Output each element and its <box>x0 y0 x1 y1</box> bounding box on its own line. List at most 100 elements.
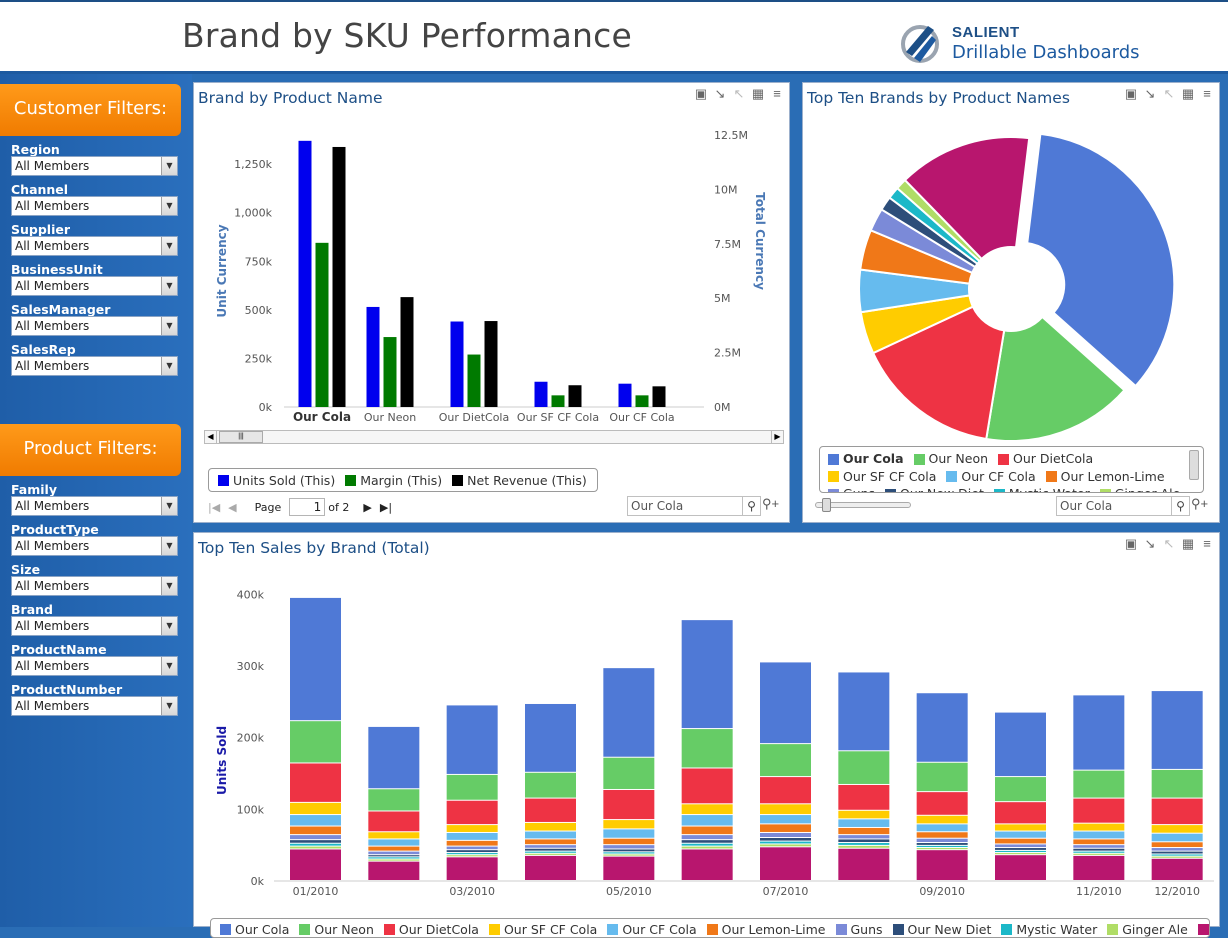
legend-item[interactable]: Margin (This) <box>345 473 442 488</box>
search-icon[interactable]: ⚲ <box>1171 497 1189 515</box>
stack-segment-our-cf-cola[interactable] <box>603 829 655 838</box>
stack-segment-our-lemon-lime[interactable] <box>603 838 655 845</box>
menu-icon[interactable]: ≡ <box>1203 86 1211 101</box>
drill-up-icon[interactable]: ↖ <box>1163 86 1175 101</box>
horizontal-scrollbar[interactable]: ◀ ||| ▶ <box>204 430 784 444</box>
stack-segment-guns[interactable] <box>995 844 1046 848</box>
stack-segment-our-dietcola[interactable] <box>838 784 890 810</box>
pie-slice-our-dietcola[interactable] <box>871 305 1006 441</box>
stack-segment-guns[interactable] <box>1151 848 1203 851</box>
scroll-left-icon[interactable]: ◀ <box>205 431 217 443</box>
stack-segment--other-[interactable] <box>603 856 655 880</box>
filter-select-productnumber[interactable]: All Members ▼ <box>11 696 178 716</box>
search-input[interactable]: Our Cola ⚲ <box>1056 496 1190 516</box>
stack-segment-our-lemon-lime[interactable] <box>838 827 890 835</box>
stack-segment-our-cf-cola[interactable] <box>1073 831 1125 839</box>
stack-segment-our-dietcola[interactable] <box>368 811 420 832</box>
chevron-down-icon[interactable]: ▼ <box>161 537 177 555</box>
stack-segment-guns[interactable] <box>681 835 733 840</box>
bar-units-sold-this-[interactable] <box>618 383 632 407</box>
stack-segment--other-[interactable] <box>290 849 341 880</box>
stack-segment-our-new-diet[interactable] <box>916 843 968 845</box>
last-page-icon[interactable]: ▶| <box>379 500 393 514</box>
stack-segment-our-neon[interactable] <box>603 757 655 789</box>
stack-segment-our-new-diet[interactable] <box>1073 848 1125 851</box>
chevron-down-icon[interactable]: ▼ <box>161 157 177 175</box>
stack-segment-our-cf-cola[interactable] <box>916 824 968 832</box>
stack-segment-mystic-water[interactable] <box>760 841 811 844</box>
stack-segment-our-new-diet[interactable] <box>446 850 498 853</box>
legend-item[interactable]: Guns <box>828 486 875 492</box>
stack-segment-our-neon[interactable] <box>290 721 341 763</box>
stack-segment--other-[interactable] <box>1151 858 1203 880</box>
grid-icon[interactable]: ▦ <box>1181 86 1195 101</box>
search-input[interactable]: Our Cola ⚲ <box>627 496 761 516</box>
stack-segment-our-neon[interactable] <box>525 772 576 798</box>
filter-select-brand[interactable]: All Members ▼ <box>11 616 178 636</box>
legend-item[interactable]: Guns <box>835 922 883 937</box>
stack-segment-our-cola[interactable] <box>681 620 733 729</box>
stack-segment-guns[interactable] <box>838 835 890 839</box>
stack-segment-ginger-ale[interactable] <box>838 845 890 848</box>
bar-margin-this-[interactable] <box>383 337 397 407</box>
chevron-down-icon[interactable]: ▼ <box>161 197 177 215</box>
stack-segment-our-lemon-lime[interactable] <box>1073 839 1125 845</box>
stack-segment-our-new-diet[interactable] <box>1151 851 1203 854</box>
stack-segment-our-dietcola[interactable] <box>525 798 576 822</box>
stack-segment-our-new-diet[interactable] <box>995 848 1046 850</box>
stack-segment-our-cola[interactable] <box>368 726 420 789</box>
bar-margin-this-[interactable] <box>315 242 329 407</box>
legend-item[interactable]: Our Cola <box>828 451 904 467</box>
legend-item[interactable]: Our Neon <box>913 451 988 467</box>
bar-net-revenue-this-[interactable] <box>568 385 582 407</box>
stack-segment--other-[interactable] <box>1073 855 1125 880</box>
stack-segment-our-dietcola[interactable] <box>916 792 968 815</box>
stack-segment-our-cola[interactable] <box>916 693 968 762</box>
grid-icon[interactable]: ▦ <box>751 86 765 101</box>
bar-units-sold-this-[interactable] <box>366 306 380 407</box>
stack-segment-our-cola[interactable] <box>760 662 811 744</box>
pie-slice-our-cola[interactable] <box>1026 132 1176 388</box>
stack-segment-our-sf-cf-cola[interactable] <box>1073 823 1125 831</box>
stack-segment-our-dietcola[interactable] <box>1073 798 1125 823</box>
legend-item[interactable]: Our SF CF Cola <box>828 469 936 485</box>
stack-segment-mystic-water[interactable] <box>603 852 655 854</box>
chevron-down-icon[interactable]: ▼ <box>161 657 177 675</box>
stack-segment-our-lemon-lime[interactable] <box>681 826 733 835</box>
stack-segment-ginger-ale[interactable] <box>916 848 968 850</box>
stack-segment-our-new-diet[interactable] <box>368 855 420 857</box>
drill-down-icon[interactable]: ↘ <box>714 86 726 101</box>
bar-margin-this-[interactable] <box>467 354 481 407</box>
legend-item[interactable]: Our New Diet <box>892 922 991 937</box>
stack-segment--other-[interactable] <box>995 855 1046 880</box>
stack-segment-our-lemon-lime[interactable] <box>368 846 420 851</box>
stack-segment-our-new-diet[interactable] <box>838 839 890 843</box>
stack-segment-our-dietcola[interactable] <box>603 789 655 820</box>
stack-segment-guns[interactable] <box>446 846 498 850</box>
legend-item[interactable]: Our DietCola <box>383 922 479 937</box>
stack-segment-guns[interactable] <box>368 851 420 855</box>
stack-segment-our-cf-cola[interactable] <box>290 815 341 826</box>
stack-segment-our-cola[interactable] <box>1151 691 1203 769</box>
stack-segment-mystic-water[interactable] <box>1073 851 1125 853</box>
stack-segment-our-neon[interactable] <box>995 777 1046 802</box>
chevron-down-icon[interactable]: ▼ <box>161 317 177 335</box>
stack-segment-our-new-diet[interactable] <box>760 838 811 841</box>
add-search-icon[interactable]: ⚲+ <box>762 496 780 511</box>
chevron-down-icon[interactable]: ▼ <box>161 497 177 515</box>
filter-select-supplier[interactable]: All Members ▼ <box>11 236 178 256</box>
stack-segment-ginger-ale[interactable] <box>681 846 733 849</box>
stack-segment-our-neon[interactable] <box>681 729 733 768</box>
stack-segment-our-lemon-lime[interactable] <box>525 839 576 845</box>
legend-item[interactable]: Our CF Cola <box>607 922 697 937</box>
filter-select-salesrep[interactable]: All Members ▼ <box>11 356 178 376</box>
stack-segment-our-neon[interactable] <box>1073 770 1125 798</box>
stack-segment--other-[interactable] <box>368 861 420 880</box>
stack-segment-our-lemon-lime[interactable] <box>446 840 498 846</box>
drill-up-icon[interactable]: ↖ <box>733 86 745 101</box>
stack-segment--other-[interactable] <box>525 855 576 880</box>
stack-segment-our-dietcola[interactable] <box>446 800 498 825</box>
stack-segment-ginger-ale[interactable] <box>368 859 420 861</box>
stack-segment-mystic-water[interactable] <box>290 843 341 846</box>
zoom-slider-handle[interactable] <box>822 498 831 512</box>
